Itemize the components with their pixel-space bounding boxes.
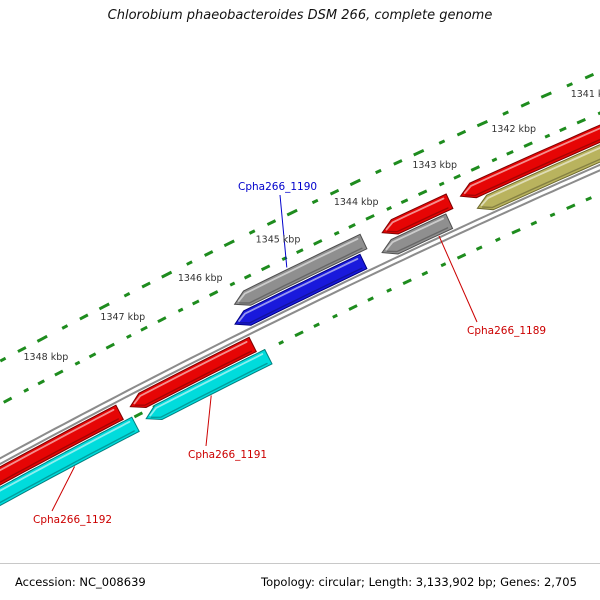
gene-arrow[interactable] — [145, 348, 273, 421]
status-bar: Accession: NC_008639 Topology: circular;… — [0, 563, 600, 600]
gene-arrow-highlight — [0, 420, 131, 492]
gene-arrow-highlight — [133, 341, 248, 405]
gene-arrow-shadow — [386, 207, 449, 233]
ruler-label: 1342 kbp — [491, 124, 536, 135]
gene-label: Cpha266_1190 — [238, 181, 317, 193]
gene-arrow-shadow — [0, 418, 119, 483]
gene-arrow[interactable] — [0, 404, 124, 496]
ruler-label: 1347 kbp — [100, 312, 145, 323]
gene-arrow-highlight — [480, 146, 600, 207]
tick-arc-outer — [0, 111, 600, 407]
gene-arrow-highlight — [463, 127, 600, 194]
gene-arrow-Cpha266_1192[interactable] — [0, 416, 140, 512]
ruler-label: 1348 kbp — [24, 352, 69, 363]
gene-arrow-highlight — [385, 197, 445, 231]
ruler-label: 1345 kbp — [256, 235, 301, 246]
gene-arrow-highlight — [149, 353, 264, 417]
genome-track-canvas[interactable]: Cpha266_1190 Cpha266_1189 Cpha266_1191 Cpha… — [0, 0, 600, 563]
genome-summary-text: Topology: circular; Length: 3,133,902 bp… — [261, 575, 577, 589]
page-title: Chlorobium phaeobacteroides DSM 266, com… — [107, 8, 493, 23]
sequence-backbone-gap — [0, 165, 600, 463]
gene-arrow-shadow — [239, 247, 363, 304]
gene-arrow-shadow — [150, 362, 268, 418]
gene-label: Cpha266_1192 — [33, 514, 112, 526]
ruler-label: 1343 kbp — [412, 160, 457, 171]
label-leader-line — [51, 466, 76, 512]
label-leader-line — [205, 395, 212, 447]
label-leader-line — [438, 235, 478, 323]
ruler-label: 1344 kbp — [334, 197, 379, 208]
gene-arrow[interactable] — [233, 233, 368, 306]
gene-arrow[interactable] — [381, 213, 454, 255]
gene-arrow-Cpha266_1190[interactable] — [234, 253, 368, 326]
gene-arrow-highlight — [237, 238, 359, 302]
gene-label: Cpha266_1191 — [188, 449, 267, 461]
accession-text: Accession: NC_008639 — [15, 575, 146, 589]
gene-arrow-shadow — [0, 430, 135, 504]
gene-arrow-shadow — [386, 227, 449, 253]
gene-arrow-shadow — [239, 267, 363, 324]
gene-arrow-Cpha266_1189[interactable] — [381, 193, 454, 235]
ruler-label: 1341 kbp — [571, 89, 600, 100]
gene-arrow-highlight — [385, 217, 445, 251]
ruler-label: 1346 kbp — [178, 273, 223, 284]
gene-arrow-shadow — [134, 350, 252, 406]
gene-arrow-Cpha266_1191[interactable] — [129, 336, 257, 409]
label-leader-line — [279, 194, 288, 268]
gene-label: Cpha266_1189 — [467, 325, 546, 337]
tick-arc-outer-far — [0, 69, 600, 363]
gene-arrow-shadow — [481, 158, 600, 209]
gene-arrow-highlight — [238, 258, 359, 322]
gene-arrow-highlight — [0, 408, 115, 472]
